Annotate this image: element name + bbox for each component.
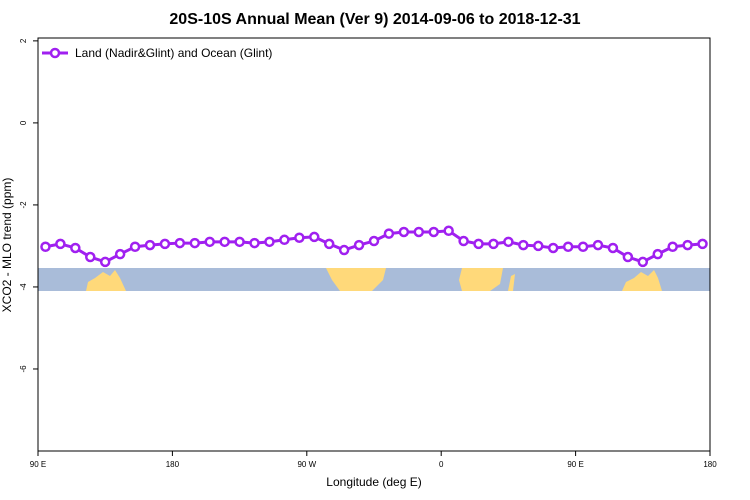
data-point bbox=[547, 242, 559, 254]
data-point bbox=[458, 235, 469, 247]
data-point bbox=[697, 238, 708, 250]
data-point bbox=[562, 241, 574, 253]
data-point bbox=[114, 248, 126, 260]
data-point bbox=[99, 256, 111, 268]
data-point bbox=[338, 244, 350, 256]
data-point bbox=[682, 239, 693, 251]
data-point bbox=[398, 226, 410, 238]
data-point bbox=[219, 236, 230, 248]
legend-marker bbox=[49, 47, 61, 59]
x-tick-label: 90 E bbox=[567, 460, 583, 469]
data-point bbox=[309, 231, 320, 243]
data-point bbox=[159, 238, 171, 250]
data-point bbox=[503, 236, 514, 248]
land-patch bbox=[622, 270, 662, 291]
x-tick-label: 180 bbox=[166, 460, 180, 469]
data-point bbox=[70, 242, 81, 254]
data-point bbox=[264, 236, 275, 248]
y-tick-label: 0 bbox=[19, 120, 28, 125]
data-point bbox=[577, 241, 589, 253]
x-axis-label: Longitude (deg E) bbox=[326, 475, 421, 489]
x-tick-label: 90 W bbox=[297, 460, 316, 469]
land-patch bbox=[86, 270, 126, 291]
data-point bbox=[189, 237, 201, 249]
data-point bbox=[144, 239, 156, 251]
data-point bbox=[234, 236, 245, 248]
data-point bbox=[368, 235, 380, 247]
y-tick-label: -4 bbox=[19, 283, 28, 291]
series-line bbox=[45, 229, 703, 264]
data-point bbox=[473, 238, 484, 250]
data-point bbox=[652, 248, 663, 260]
y-tick-label: 2 bbox=[19, 38, 28, 43]
x-tick-label: 90 E bbox=[30, 460, 46, 469]
land-patch bbox=[508, 274, 515, 291]
data-point bbox=[383, 228, 395, 239]
data-point bbox=[533, 240, 544, 252]
data-point bbox=[443, 225, 454, 237]
legend-label: Land (Nadir&Glint) and Ocean (Glint) bbox=[75, 46, 272, 60]
data-point bbox=[204, 236, 215, 248]
x-tick-label: 180 bbox=[703, 460, 717, 469]
data-point bbox=[294, 232, 305, 243]
data-point bbox=[667, 241, 678, 253]
data-point bbox=[428, 226, 439, 238]
legend: Land (Nadir&Glint) and Ocean (Glint) bbox=[42, 46, 272, 60]
data-point bbox=[129, 241, 141, 253]
data-point bbox=[518, 239, 529, 251]
data-point bbox=[174, 237, 186, 249]
data-point bbox=[353, 239, 365, 251]
data-point bbox=[279, 234, 290, 246]
chart-title: 20S-10S Annual Mean (Ver 9) 2014-09-06 t… bbox=[169, 11, 580, 28]
y-tick-label: -2 bbox=[19, 201, 28, 209]
land-patch bbox=[326, 268, 386, 291]
data-point bbox=[323, 238, 335, 250]
data-point bbox=[637, 256, 649, 268]
data-point bbox=[592, 239, 604, 251]
data-point bbox=[249, 237, 260, 249]
data-point bbox=[622, 251, 634, 263]
data-point bbox=[40, 241, 51, 253]
data-point bbox=[607, 242, 619, 254]
y-axis-label: XCO2 - MLO trend (ppm) bbox=[0, 178, 14, 313]
data-point bbox=[55, 238, 66, 250]
data-point bbox=[413, 226, 425, 238]
land-ocean-map bbox=[38, 268, 710, 291]
x-tick-label: 0 bbox=[439, 460, 444, 469]
plot-frame bbox=[37, 37, 711, 452]
data-point bbox=[488, 238, 499, 250]
data-point bbox=[85, 251, 96, 263]
land-patch bbox=[459, 268, 503, 291]
y-tick-label: -6 bbox=[19, 365, 28, 373]
